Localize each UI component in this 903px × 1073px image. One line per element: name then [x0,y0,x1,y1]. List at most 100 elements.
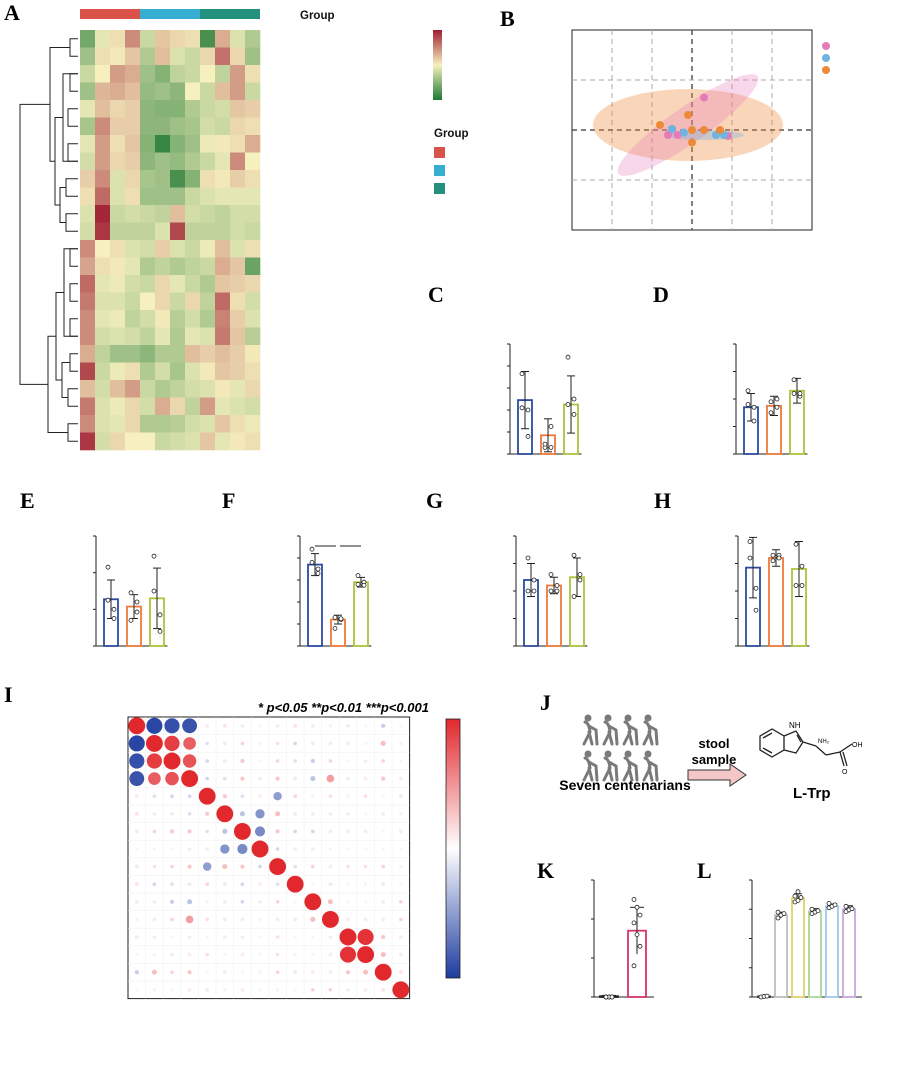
heatmap-cell [200,292,216,311]
correlation-dot [205,811,210,816]
heatmap-cell [155,327,171,346]
bar-m [768,557,784,647]
correlation-dot [151,969,157,975]
correlation-dot [293,935,298,939]
heatmap-cell [185,275,201,293]
dendrogram-branch [69,73,78,92]
data-point [795,889,801,895]
correlation-dot [240,900,245,904]
correlation-dot [223,759,227,763]
heatmap-cell [125,205,141,223]
data-point [531,588,537,594]
heatmap-cell [80,310,96,328]
correlation-dot [135,864,139,869]
heatmap-cell [215,205,231,223]
correlation-dot [146,753,163,769]
dendrogram-branch [59,187,66,223]
heatmap-cell [230,257,246,276]
correlation-dot [128,717,146,735]
heatmap-cell [140,47,156,66]
correlation-dot [346,847,350,851]
correlation-dot [258,900,262,904]
data-point [799,583,805,588]
correlation-dot [135,847,139,851]
heatmap-cell [95,47,111,66]
heatmap-cell [140,362,156,381]
heatmap-cell [200,362,216,381]
color-scale-bar [433,30,442,100]
data-point [747,555,753,561]
heatmap-cell [80,292,96,311]
heatmap-cell [110,117,126,136]
correlation-dot [293,724,298,728]
correlation-dot [205,882,209,886]
heatmap-cell [215,362,231,381]
correlation-dot [381,882,386,886]
heatmap-cell [125,117,141,136]
person-body-icon [642,720,659,746]
correlation-dot [135,794,139,798]
group-legend-swatch [434,147,445,158]
correlation-dot [164,735,180,752]
correlation-dot [399,794,403,798]
heatmap-cell [245,257,261,276]
ellipse-bp [593,89,783,161]
heatmap-cell [95,432,111,451]
heatmap-cell [155,65,171,83]
correlation-dot [399,952,403,957]
correlation-dot [293,988,298,992]
heatmap-cell [245,292,261,311]
correlation-dot [258,776,262,781]
heatmap-cell [125,187,141,206]
heatmap-cell [215,117,231,136]
data-point [548,572,554,577]
heatmap-cell [200,240,216,258]
correlation-dot [258,759,262,763]
correlation-dot [293,952,298,957]
heatmap-cell [230,415,246,433]
correlation-dot [293,759,298,763]
data-point [849,906,855,912]
heatmap-cell [185,222,201,241]
heatmap-cell [155,257,171,276]
heatmap-cell [80,380,96,398]
correlation-dot [275,829,280,834]
correlation-dot [258,935,262,939]
correlation-dot [205,935,209,939]
correlation-dot [258,970,262,974]
heatmap-cell [200,380,216,398]
panel-letter-g: G [426,488,443,513]
heatmap-cell [185,205,201,223]
correlation-dot [205,741,209,746]
data-point [332,626,338,631]
heatmap-cell [185,362,201,381]
correlation-dot [328,952,333,957]
heatmap-cell [95,187,111,206]
heatmap-cell [185,257,201,276]
ellipse-c [617,74,759,176]
heatmap-cell [125,47,141,66]
correlation-dot [223,952,227,957]
heatmap-cell [140,205,156,223]
heatmap-cell [215,327,231,346]
heatmap-cell [95,397,111,416]
correlation-dot [129,753,145,769]
data-point [745,402,751,407]
panel-letter-d: D [653,282,669,307]
heatmap-cell [155,187,171,206]
heatmap-cell [80,47,96,66]
correlation-dot [363,917,368,922]
heatmap-cell [185,82,201,101]
correlation-dot [293,776,298,781]
data-point [768,399,774,405]
heatmap-cell [110,362,126,381]
data-point [603,994,609,1000]
correlation-dot [286,875,304,893]
person-body-icon [602,756,619,782]
heatmap-cell [140,135,156,153]
data-point [548,444,554,450]
heatmap-cell [80,222,96,241]
correlation-dot [339,928,357,946]
heatmap-cell [125,275,141,293]
heatmap-cell [185,310,201,328]
